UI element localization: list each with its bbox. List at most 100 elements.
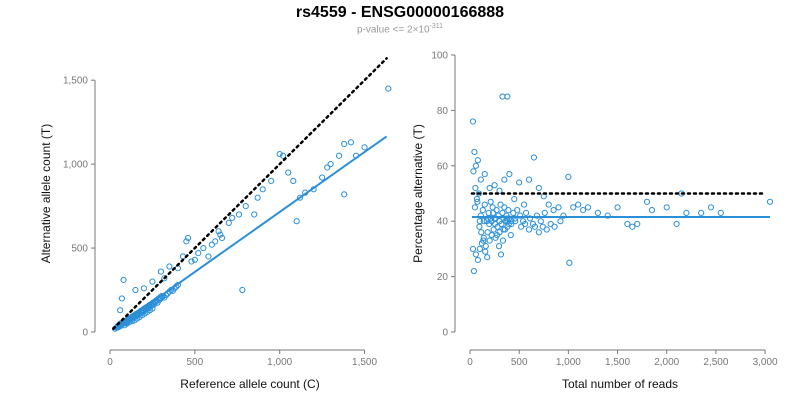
data-point <box>560 212 567 219</box>
data-point <box>629 223 636 230</box>
data-point <box>594 209 601 216</box>
data-point <box>525 226 533 233</box>
data-point <box>478 229 485 236</box>
x-tick-label: 0 <box>467 357 473 368</box>
data-point <box>195 249 202 257</box>
data-point <box>516 179 523 186</box>
data-point <box>477 212 484 219</box>
data-point <box>319 174 326 181</box>
data-point <box>205 253 212 260</box>
data-point <box>481 171 488 178</box>
data-point <box>472 184 479 192</box>
data-point <box>208 241 215 248</box>
data-point <box>472 251 480 258</box>
data-point <box>268 177 275 185</box>
data-point <box>290 177 297 185</box>
data-point <box>497 251 505 258</box>
data-point <box>293 218 300 225</box>
data-point <box>149 278 156 285</box>
data-point <box>251 211 258 218</box>
data-point <box>235 211 243 218</box>
y-tick-label: 1,000 <box>63 160 88 171</box>
data-point <box>481 201 488 208</box>
data-point <box>550 207 557 214</box>
x-tick-label: 500 <box>511 357 528 368</box>
fit-line <box>112 135 388 331</box>
data-point <box>535 229 542 236</box>
data-point <box>324 164 331 171</box>
data-point <box>485 209 492 216</box>
data-point <box>361 144 368 151</box>
data-point <box>496 187 503 194</box>
data-point <box>191 256 198 263</box>
y-tick-label: 500 <box>71 244 88 255</box>
data-point <box>296 194 304 201</box>
data-point <box>470 267 478 275</box>
x-tick-label: 500 <box>187 357 204 368</box>
data-point <box>504 93 511 100</box>
data-point <box>555 204 562 211</box>
subtitle-prefix: p-value <= 2×10 <box>356 24 430 36</box>
data-point <box>486 237 493 244</box>
data-point <box>501 176 508 183</box>
data-point <box>533 212 540 219</box>
data-point <box>215 228 222 235</box>
y-tick-label: 20 <box>437 272 449 283</box>
data-point <box>327 161 334 168</box>
y-axis-label: Percentage alternative (T) <box>411 124 425 263</box>
data-point <box>698 209 705 216</box>
data-point <box>471 204 479 211</box>
data-point <box>522 209 530 216</box>
chart-title: rs4559 - ENSG00000166888 <box>295 4 505 21</box>
data-point <box>285 169 292 176</box>
data-point <box>570 204 577 211</box>
left-panel: 0 500 1,000 1,500 0 500 1,000 1,500 Reference al… <box>39 57 392 391</box>
data-point <box>477 176 484 183</box>
y-tick-label: 0 <box>82 328 88 339</box>
data-point <box>242 202 249 210</box>
data-point <box>225 219 232 226</box>
data-point <box>535 184 542 192</box>
data-point <box>476 245 483 252</box>
data-point <box>157 268 165 275</box>
data-point <box>673 220 680 228</box>
data-point <box>486 184 493 192</box>
data-point <box>526 215 534 222</box>
x-tick-label: 1,500 <box>352 357 377 368</box>
y-tick-label: 80 <box>437 106 449 117</box>
x-axis-label: Total number of reads <box>562 377 678 391</box>
data-point <box>683 209 690 216</box>
x-tick-label: 3,000 <box>753 357 778 368</box>
data-point <box>766 198 774 205</box>
data-point <box>132 286 139 294</box>
data-point <box>229 214 236 221</box>
data-point <box>385 85 392 92</box>
x-tick-label: 1,500 <box>605 357 630 368</box>
data-point <box>474 198 481 205</box>
data-point <box>503 215 510 222</box>
data-point <box>511 195 518 203</box>
data-point <box>499 237 507 244</box>
data-point <box>614 204 621 211</box>
data-point <box>537 218 544 225</box>
y-tick-label: 0 <box>442 328 448 339</box>
x-tick-label: 0 <box>107 357 113 368</box>
x-tick-label: 2,000 <box>654 357 679 368</box>
reference-line <box>112 57 388 330</box>
data-point <box>530 154 538 161</box>
data-point <box>520 201 528 208</box>
data-point <box>565 173 572 180</box>
data-point <box>648 207 656 214</box>
x-axis-label: Reference allele count (C) <box>180 377 319 391</box>
data-point <box>541 209 548 216</box>
y-axis-label: Alternative allele count (T) <box>39 124 53 263</box>
data-point <box>188 258 195 265</box>
data-point <box>493 231 501 239</box>
data-point <box>140 285 148 292</box>
data-point <box>482 243 489 250</box>
data-point <box>505 207 512 214</box>
x-tick-label: 2,500 <box>703 357 728 368</box>
data-point <box>643 198 651 205</box>
data-point <box>517 212 524 219</box>
